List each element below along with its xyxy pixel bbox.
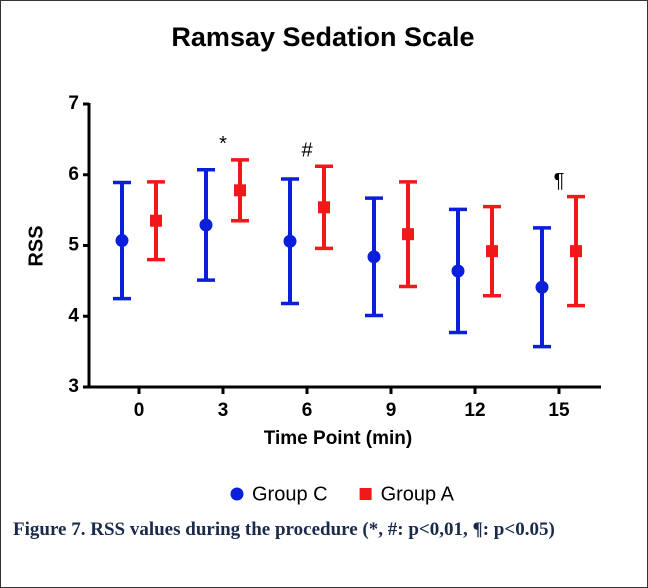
marker: [486, 245, 498, 258]
legend-marker: [359, 488, 372, 500]
y-tick-label: 3: [68, 376, 79, 397]
marker: [367, 250, 381, 264]
x-tick-label: 6: [302, 400, 313, 421]
marker: [283, 234, 297, 248]
legend-label: Group C: [252, 483, 328, 505]
marker: [199, 218, 213, 232]
y-axis-title: RSS: [25, 225, 47, 266]
annotation: ¶: [554, 170, 565, 192]
marker: [570, 245, 582, 258]
x-tick-label: 0: [134, 400, 145, 421]
annotation: *: [219, 133, 227, 155]
marker: [115, 234, 129, 248]
y-tick-label: 5: [68, 235, 79, 256]
marker: [451, 264, 465, 278]
x-tick-label: 3: [218, 400, 229, 421]
x-tick-label: 9: [386, 400, 397, 421]
legend-marker: [230, 487, 244, 501]
x-tick-label: 12: [464, 400, 485, 421]
marker: [150, 214, 162, 227]
y-tick-label: 4: [68, 305, 79, 326]
caption: Figure 7. RSS values during the procedur…: [13, 519, 555, 540]
y-tick-label: 6: [68, 164, 79, 185]
x-tick-label: 15: [548, 400, 570, 421]
chart-title: Ramsay Sedation Scale: [171, 22, 474, 52]
x-axis-title: Time Point (min): [264, 428, 412, 449]
legend-label: Group A: [381, 483, 455, 505]
marker: [318, 201, 330, 214]
chart: Ramsay Sedation Scale Time Point (min) R…: [25, 22, 601, 505]
marker: [535, 280, 549, 294]
y-tick-label: 7: [68, 93, 79, 114]
marker: [234, 184, 246, 197]
marker: [402, 228, 414, 241]
annotation: #: [301, 140, 313, 162]
